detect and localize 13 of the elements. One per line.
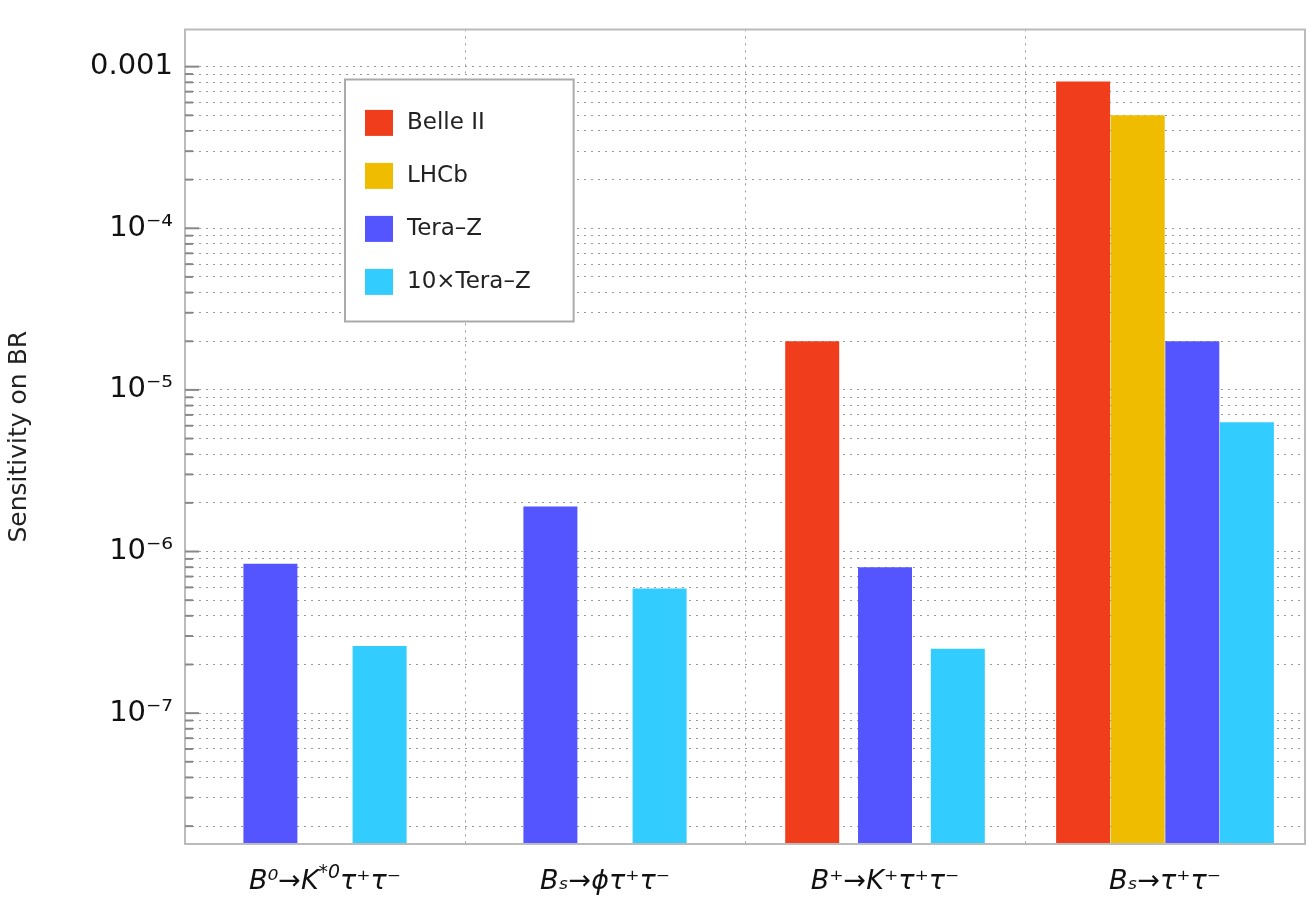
legend-label: 10×Tera–Z bbox=[407, 266, 531, 293]
x-tick-label: B⁺→K⁺τ⁺τ⁻ bbox=[810, 864, 960, 895]
y-tick-label: 0.001 bbox=[89, 47, 173, 82]
y-tick-label: 10⁻⁶ bbox=[109, 532, 173, 567]
y-tick-label: 10⁻⁴ bbox=[109, 208, 173, 243]
y-axis-title: Sensitivity on BR bbox=[2, 330, 32, 543]
x-tick-label: Bₛ→τ⁺τ⁻ bbox=[1108, 864, 1222, 895]
y-tick-label: 10⁻⁷ bbox=[109, 693, 173, 728]
legend-label: Tera–Z bbox=[406, 213, 483, 240]
y-tick-label: 10⁻⁵ bbox=[109, 370, 173, 405]
legend-label: Belle II bbox=[407, 107, 485, 134]
x-tick-label: Bₛ→ϕτ⁺τ⁻ bbox=[539, 864, 671, 895]
legend-label: LHCb bbox=[407, 160, 468, 187]
